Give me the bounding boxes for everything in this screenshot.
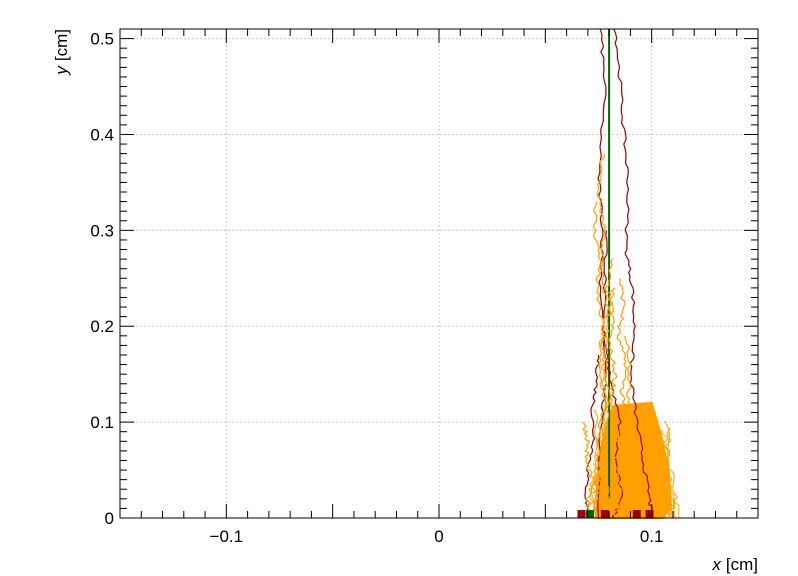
electron-drift-line bbox=[616, 278, 635, 519]
ion-cloud-trace bbox=[654, 447, 664, 519]
x-tick-label: 0 bbox=[434, 527, 443, 546]
y-axis-unit: [cm] bbox=[52, 29, 71, 61]
ion-cloud-trace bbox=[606, 423, 615, 519]
ion-cloud-trace bbox=[627, 407, 635, 519]
electron-drift-line bbox=[589, 287, 616, 519]
base-marker bbox=[600, 510, 609, 518]
base-marker bbox=[617, 510, 626, 518]
base-marker bbox=[632, 510, 641, 518]
ion-cloud-trace bbox=[661, 467, 671, 519]
drift-line bbox=[613, 28, 654, 519]
ion-cloud-trace bbox=[596, 428, 604, 519]
ion-cloud-trace bbox=[603, 419, 618, 519]
y-axis-title: y [cm] bbox=[52, 29, 71, 76]
x-axis-title: x [cm] bbox=[711, 555, 758, 574]
y-tick-label: 0.5 bbox=[90, 30, 114, 49]
x-axis-unit: [cm] bbox=[726, 555, 758, 574]
electron-drift-line bbox=[582, 421, 595, 519]
y-tick-label: 0.3 bbox=[90, 221, 114, 240]
ion-cloud-trace bbox=[657, 429, 666, 519]
ion-cloud-trace bbox=[590, 409, 599, 519]
base-marker bbox=[577, 510, 586, 518]
ion-cloud-trace bbox=[637, 418, 644, 519]
y-tick-label: 0 bbox=[105, 509, 114, 528]
electron-drift-line bbox=[624, 335, 641, 519]
base-marker bbox=[585, 510, 594, 518]
x-axis-var: x bbox=[711, 555, 721, 574]
ion-cloud-trace bbox=[639, 441, 648, 519]
y-axis-var: y bbox=[52, 65, 71, 76]
electron-drift-line bbox=[604, 258, 622, 519]
ion-cloud-trace bbox=[664, 459, 680, 519]
electron-drift-line bbox=[596, 153, 612, 519]
grid bbox=[120, 29, 758, 519]
ion-cloud-trace bbox=[632, 445, 642, 519]
y-tick-label: 0.2 bbox=[90, 317, 114, 336]
ion-cloud-trace bbox=[619, 420, 628, 519]
ion-cloud-trace bbox=[601, 444, 610, 519]
ion-cloud-trace bbox=[644, 466, 654, 519]
x-tick-label: −0.1 bbox=[210, 527, 244, 546]
base-marker bbox=[645, 510, 654, 518]
plot-data bbox=[577, 28, 680, 519]
x-tick-label: 0.1 bbox=[640, 527, 664, 546]
ion-cloud-trace bbox=[655, 450, 670, 519]
ion-cloud-trace bbox=[593, 464, 602, 519]
ion-cloud-trace bbox=[611, 439, 625, 519]
ion-cloud-trace bbox=[622, 421, 633, 519]
ion-cloud-trace bbox=[653, 461, 662, 519]
y-tick-label: 0.4 bbox=[90, 125, 114, 144]
ion-cloud-trace bbox=[655, 443, 668, 519]
tick-labels: −0.1 0 0.1 0 0.1 0.2 0.3 0.4 0.5 bbox=[90, 30, 663, 546]
axis-ticks bbox=[119, 28, 759, 519]
ion-cloud-trace bbox=[666, 464, 677, 519]
ion-cloud-trace bbox=[656, 431, 663, 519]
y-tick-label: 0.1 bbox=[90, 413, 114, 432]
